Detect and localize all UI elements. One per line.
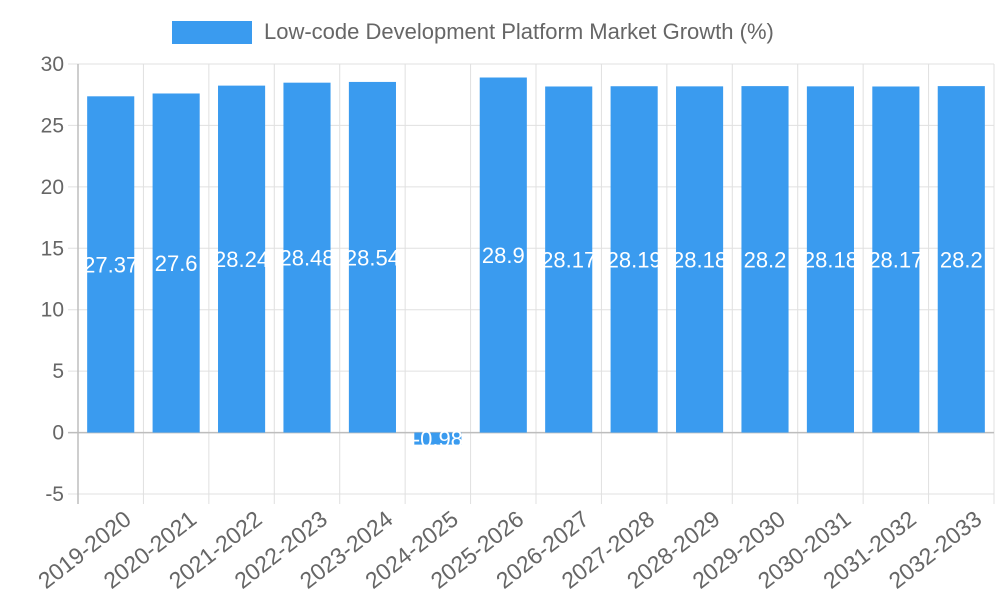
y-tick-label: 0 bbox=[52, 422, 64, 445]
bar[interactable] bbox=[676, 86, 724, 433]
data-label: 28.17 bbox=[868, 248, 923, 273]
bar[interactable] bbox=[806, 86, 854, 433]
bar[interactable] bbox=[348, 81, 396, 433]
bar[interactable] bbox=[545, 86, 593, 433]
data-label: 27.37 bbox=[83, 252, 138, 277]
data-label: 28.19 bbox=[607, 247, 662, 272]
bar[interactable] bbox=[414, 432, 462, 445]
bar[interactable] bbox=[283, 82, 331, 433]
bar[interactable] bbox=[937, 86, 985, 433]
bar[interactable] bbox=[152, 93, 200, 433]
bar[interactable] bbox=[479, 77, 527, 433]
bar[interactable] bbox=[741, 86, 789, 433]
legend[interactable]: Low-code Development Platform Market Gro… bbox=[172, 18, 774, 46]
legend-swatch bbox=[172, 20, 252, 44]
data-label: 28.18 bbox=[803, 247, 858, 272]
data-label: 27.6 bbox=[155, 251, 198, 276]
data-label: 28.24 bbox=[214, 247, 269, 272]
y-tick-label: 30 bbox=[41, 53, 64, 76]
data-label: 28.18 bbox=[672, 247, 727, 272]
bar[interactable] bbox=[610, 86, 658, 433]
y-tick-label: 10 bbox=[41, 299, 64, 322]
data-label: 28.48 bbox=[279, 246, 334, 271]
legend-label: Low-code Development Platform Market Gro… bbox=[264, 19, 774, 44]
y-tick-label: 5 bbox=[52, 360, 64, 383]
data-label: 28.9 bbox=[482, 243, 525, 268]
y-tick-label: 20 bbox=[41, 176, 64, 199]
data-label: 28.17 bbox=[541, 248, 596, 273]
data-label: 28.2 bbox=[744, 247, 787, 272]
y-tick-label: 15 bbox=[41, 237, 64, 260]
bar[interactable] bbox=[872, 86, 920, 433]
bar[interactable] bbox=[218, 85, 266, 433]
y-tick-label: -5 bbox=[45, 483, 64, 506]
y-tick-label: 25 bbox=[41, 114, 64, 137]
data-label: 28.54 bbox=[345, 245, 400, 270]
data-label: -0.98 bbox=[413, 427, 463, 452]
data-label: 28.2 bbox=[940, 247, 983, 272]
bar[interactable] bbox=[87, 96, 135, 433]
